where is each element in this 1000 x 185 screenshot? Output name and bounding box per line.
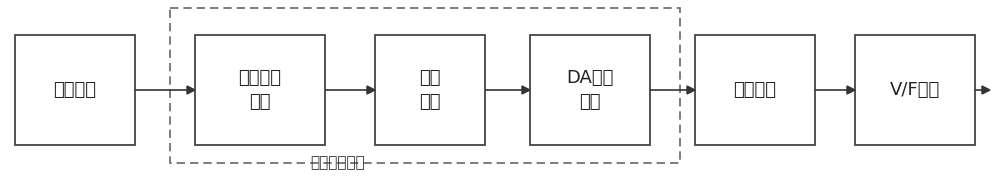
Bar [530, 35, 650, 145]
Text: 中央处理电路: 中央处理电路 [310, 155, 365, 170]
Text: 测温电路: 测温电路 [54, 81, 96, 99]
Polygon shape [847, 86, 855, 94]
Bar [170, 8, 680, 163]
Text: 查表
模块: 查表 模块 [419, 69, 441, 111]
Bar [195, 35, 325, 145]
Text: 补偿电路: 补偿电路 [734, 81, 776, 99]
Polygon shape [982, 86, 990, 94]
Polygon shape [367, 86, 375, 94]
Bar [695, 35, 815, 145]
Bar [15, 35, 135, 145]
Polygon shape [187, 86, 195, 94]
Polygon shape [522, 86, 530, 94]
Text: 温度采集
模块: 温度采集 模块 [239, 69, 282, 111]
Bar [375, 35, 485, 145]
Text: DA控制
模块: DA控制 模块 [566, 69, 614, 111]
Bar [855, 35, 975, 145]
Text: V/F转换: V/F转换 [890, 81, 940, 99]
Polygon shape [687, 86, 695, 94]
